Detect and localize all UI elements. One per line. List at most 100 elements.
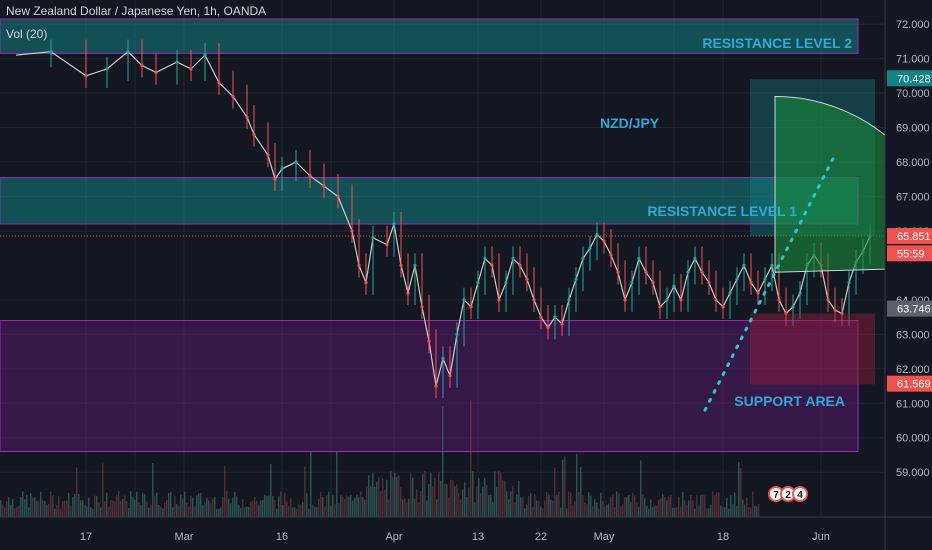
price-point <box>539 315 543 319</box>
price-label: 65.851 <box>897 231 931 243</box>
volume-bar <box>670 495 672 517</box>
volume-bar <box>52 495 54 517</box>
volume-bar <box>690 495 692 517</box>
volume-bar <box>736 506 738 517</box>
volume-bar <box>154 495 156 517</box>
volume-bar <box>578 492 580 517</box>
volume-bar <box>718 492 720 517</box>
volume-bar <box>462 489 464 517</box>
volume-bar <box>708 508 710 517</box>
volume-bar <box>120 501 122 517</box>
volume-bar <box>256 500 258 517</box>
volume-bar <box>110 500 112 517</box>
price-point <box>791 305 795 309</box>
volume-bar <box>586 504 588 517</box>
price-point <box>280 167 284 171</box>
volume-bar <box>102 463 104 517</box>
price-label-bg <box>887 375 932 392</box>
volume-bar <box>702 494 704 517</box>
volume-bar <box>134 499 136 517</box>
price-point <box>245 115 249 119</box>
volume-bar <box>222 496 224 517</box>
volume-bar <box>84 504 86 517</box>
volume-bar <box>332 494 334 517</box>
volume-bar <box>758 503 760 517</box>
volume-bar <box>284 492 286 517</box>
volume-bar <box>538 501 540 517</box>
price-point <box>511 256 515 261</box>
volume-bar <box>40 491 42 517</box>
volume-bar <box>460 499 462 517</box>
price-point <box>126 50 130 54</box>
volume-bar <box>54 508 56 517</box>
volume-bar <box>240 507 242 517</box>
volume-bar <box>46 504 48 517</box>
volume-bar <box>190 495 192 517</box>
volume-bar <box>184 491 186 517</box>
volume-bar <box>220 507 222 517</box>
price-point <box>154 70 158 74</box>
price-point <box>693 256 697 261</box>
price-point <box>756 291 760 295</box>
volume-indicator-label[interactable]: Vol (20) <box>6 27 48 41</box>
volume-bar <box>274 500 276 517</box>
volume-bar <box>480 493 482 517</box>
volume-bar <box>544 500 546 517</box>
volume-bar <box>446 484 448 517</box>
price-point <box>266 153 270 157</box>
y-tick-label: 70.000 <box>896 88 930 100</box>
volume-bar <box>346 495 348 517</box>
x-tick-label: 23 <box>325 531 337 543</box>
price-point <box>581 256 585 261</box>
volume-bar <box>202 504 204 517</box>
volume-bar <box>188 506 190 517</box>
volume-bar <box>406 502 408 517</box>
price-point <box>609 253 613 257</box>
volume-bars <box>0 400 760 517</box>
volume-bar <box>424 471 426 517</box>
volume-bar <box>438 472 440 517</box>
y-tick-label: 68.000 <box>896 157 930 169</box>
volume-bar <box>384 489 386 517</box>
volume-bar <box>520 497 522 517</box>
volume-bar <box>688 500 690 517</box>
volume-bar <box>26 495 28 517</box>
volume-bar <box>526 504 528 517</box>
volume-bar <box>662 494 664 517</box>
volume-bar <box>466 497 468 517</box>
x-tick-label: 18 <box>717 531 729 543</box>
volume-bar <box>172 507 174 517</box>
volume-bar <box>44 500 46 517</box>
dotted-projection <box>703 157 835 412</box>
chart-labels: RESISTANCE LEVEL 2 RESISTANCE LEVEL 1 SUPP… <box>600 35 852 409</box>
price-point <box>700 270 704 274</box>
volume-bar <box>716 492 718 517</box>
price-point <box>686 270 690 274</box>
volume-bar <box>700 495 702 517</box>
volume-bar <box>342 496 344 517</box>
volume-bar <box>78 494 80 517</box>
price-point <box>189 67 193 71</box>
price-point <box>588 246 592 250</box>
price-point <box>798 291 802 295</box>
volume-bar <box>668 496 670 517</box>
label-pair-name: NZD/JPY <box>600 115 660 131</box>
volume-bar <box>330 505 332 517</box>
volume-bar <box>756 506 758 517</box>
volume-bar <box>514 502 516 517</box>
volume-bar <box>490 494 492 517</box>
y-tick-label: 67.000 <box>896 191 930 203</box>
price-point <box>637 256 641 261</box>
volume-bar <box>358 497 360 517</box>
volume-bar <box>4 507 6 517</box>
volume-bar <box>316 507 318 517</box>
volume-bar <box>112 500 114 517</box>
price-point <box>525 277 529 281</box>
volume-bar <box>304 466 306 517</box>
volume-bar <box>612 494 614 517</box>
volume-bar <box>432 486 434 517</box>
volume-bar <box>374 486 376 517</box>
price-point <box>840 312 844 316</box>
